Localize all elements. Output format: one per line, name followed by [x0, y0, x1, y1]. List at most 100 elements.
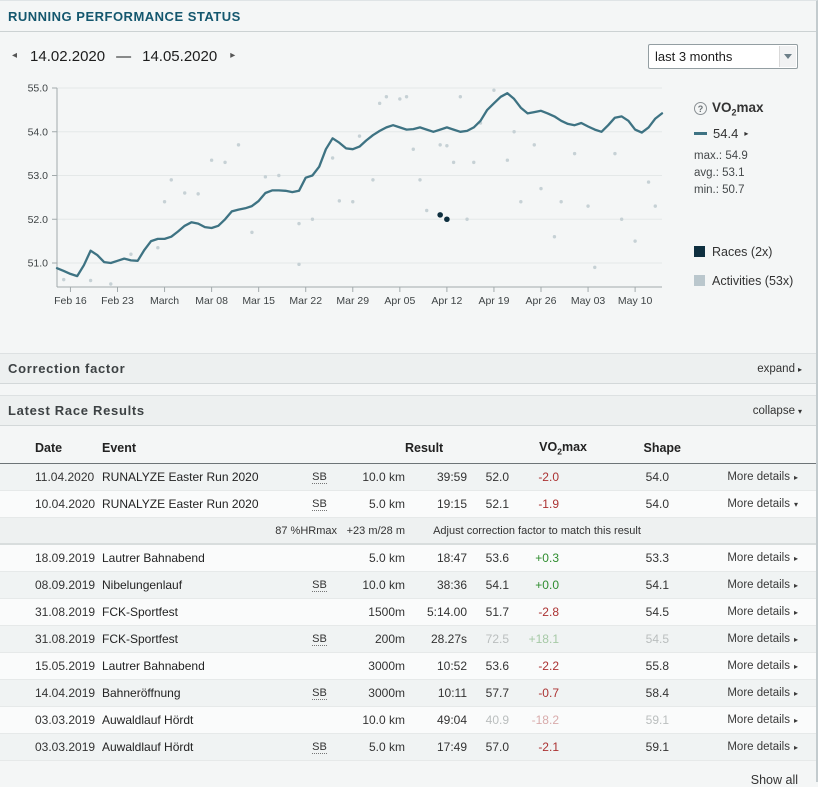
- more-details-button[interactable]: More details ▸: [727, 633, 798, 645]
- more-details-button[interactable]: More details ▸: [727, 714, 798, 726]
- race-shape: 55.8: [645, 659, 669, 673]
- next-range-arrow-icon[interactable]: ▸: [230, 50, 236, 61]
- svg-text:Apr 19: Apr 19: [478, 295, 509, 307]
- season-best-badge[interactable]: SB: [312, 470, 327, 484]
- time-range-select[interactable]: last 3 months: [648, 43, 798, 69]
- stat-min: min.: 50.7: [694, 183, 745, 196]
- race-results-section: Latest Race Results collapse ▾: [0, 395, 816, 426]
- show-all-link[interactable]: Show all: [750, 773, 798, 787]
- table-row[interactable]: 11.04.2020 RUNALYZE Easter Run 2020 SB 1…: [0, 464, 816, 491]
- table-row[interactable]: 18.09.2019 Lautrer Bahnabend 5.0 km 18:4…: [0, 545, 816, 572]
- svg-text:Apr 12: Apr 12: [431, 295, 462, 307]
- legend-activities-toggle[interactable]: Activities (53x): [694, 274, 814, 288]
- details-arrow-icon: ▸: [793, 473, 798, 482]
- table-row[interactable]: 08.09.2019 Nibelungenlauf SB 10.0 km 38:…: [0, 572, 816, 599]
- svg-text:March: March: [150, 295, 179, 307]
- details-arrow-icon: ▸: [793, 743, 798, 752]
- svg-text:Feb 23: Feb 23: [101, 295, 134, 307]
- svg-text:51.0: 51.0: [28, 258, 49, 270]
- race-event: Nibelungenlauf: [102, 578, 183, 592]
- more-details-button[interactable]: More details ▸: [727, 552, 798, 564]
- race-results-table: Date Event Result VO2max Shape 11.04.202…: [0, 433, 816, 787]
- details-arrow-icon: ▾: [793, 500, 798, 509]
- svg-text:May 10: May 10: [618, 295, 653, 307]
- activities-label: Activities (53x): [712, 273, 794, 288]
- race-result: 18:47: [436, 551, 467, 565]
- season-best-badge[interactable]: SB: [312, 686, 327, 700]
- race-event: Lautrer Bahnabend: [102, 659, 205, 673]
- more-details-button[interactable]: More details ▸: [727, 606, 798, 618]
- legend-current-value[interactable]: 54.4 ▸: [694, 126, 814, 141]
- season-best-badge[interactable]: SB: [312, 497, 327, 511]
- race-date: 08.09.2019: [35, 578, 96, 592]
- table-row[interactable]: 03.03.2019 Auwaldlauf Hördt 10.0 km 49:0…: [0, 707, 816, 734]
- race-date: 14.04.2019: [35, 686, 96, 700]
- race-vo2max: 52.1: [485, 497, 509, 511]
- activities-swatch-icon: [694, 275, 705, 287]
- svg-text:Apr 26: Apr 26: [526, 295, 557, 307]
- more-details-button[interactable]: More details ▾: [727, 498, 798, 510]
- more-details-button[interactable]: More details ▸: [727, 687, 798, 699]
- more-details-button[interactable]: More details ▸: [727, 660, 798, 672]
- table-header-row: Date Event Result VO2max Shape: [0, 433, 816, 464]
- race-vo2max-diff: -2.0: [538, 470, 559, 484]
- race-distance: 3000m: [368, 686, 405, 700]
- race-vo2max-diff: +0.3: [535, 551, 559, 565]
- race-shape: 54.1: [645, 578, 669, 592]
- more-details-button[interactable]: More details ▸: [727, 741, 798, 753]
- race-vo2max-diff: -0.7: [538, 686, 559, 700]
- race-result: 17:49: [436, 740, 467, 754]
- stat-max: max.: 54.9: [694, 149, 748, 162]
- range-end-date: 14.05.2020: [142, 47, 218, 65]
- race-distance: 5.0 km: [368, 551, 405, 565]
- race-event: RUNALYZE Easter Run 2020: [102, 470, 259, 484]
- header-shape: Shape: [643, 441, 681, 455]
- time-range-select-value: last 3 months: [655, 48, 733, 64]
- page-title: RUNNING PERFORMANCE STATUS: [8, 9, 241, 24]
- race-shape: 54.0: [645, 497, 669, 511]
- season-best-badge[interactable]: SB: [312, 632, 327, 646]
- adjust-correction-factor-link[interactable]: Adjust correction factor to match this r…: [433, 524, 641, 537]
- season-best-badge[interactable]: SB: [312, 740, 327, 754]
- expand-arrow-icon: ▸: [744, 128, 749, 138]
- table-row[interactable]: 14.04.2019 Bahneröffnung SB 3000m 10:11 …: [0, 680, 816, 707]
- details-arrow-icon: ▸: [793, 689, 798, 698]
- legend-races-toggle[interactable]: Races (2x): [694, 245, 814, 259]
- table-row[interactable]: 15.05.2019 Lautrer Bahnabend 3000m 10:52…: [0, 653, 816, 680]
- svg-text:May 03: May 03: [571, 295, 606, 307]
- race-date: 11.04.2020: [35, 470, 95, 484]
- race-date: 31.08.2019: [35, 605, 96, 619]
- more-details-button[interactable]: More details ▸: [727, 471, 798, 483]
- details-arrow-icon: ▸: [793, 635, 798, 644]
- collapse-button[interactable]: collapse ▾: [752, 404, 802, 417]
- vo2max-chart[interactable]: 51.0 52.0 53.0 54.0 55.0 Feb 16 Feb 23 March Mar…: [0, 80, 672, 316]
- race-shape: 59.1: [645, 740, 669, 754]
- expand-button[interactable]: expand ▸: [757, 362, 802, 375]
- race-detail-row: 87 %HRmax +23 m/28 m Adjust correction f…: [0, 518, 816, 545]
- table-row[interactable]: 10.04.2020 RUNALYZE Easter Run 2020 SB 5…: [0, 491, 816, 518]
- race-results-title: Latest Race Results: [8, 403, 145, 418]
- race-event: Auwaldlauf Hördt: [102, 713, 194, 727]
- table-row[interactable]: 03.03.2019 Auwaldlauf Hördt SB 5.0 km 17…: [0, 734, 816, 761]
- more-details-button[interactable]: More details ▸: [727, 579, 798, 591]
- race-result: 49:04: [436, 713, 467, 727]
- race-result: 28.27s: [430, 632, 467, 646]
- race-result: 19:15: [436, 497, 467, 511]
- race-vo2max: 72.5: [485, 632, 509, 646]
- race-vo2max-diff: -18.2: [531, 713, 559, 727]
- race-detail-elevation: +23 m/28 m: [346, 524, 405, 537]
- table-row[interactable]: 31.08.2019 FCK-Sportfest 1500m 5:14.00 5…: [0, 599, 816, 626]
- race-date: 15.05.2019: [35, 659, 96, 673]
- race-vo2max: 57.7: [485, 686, 509, 700]
- details-arrow-icon: ▸: [793, 716, 798, 725]
- stat-avg: avg.: 53.1: [694, 166, 745, 179]
- race-vo2max: 40.9: [485, 713, 509, 727]
- svg-text:Mar 22: Mar 22: [289, 295, 322, 307]
- season-best-badge[interactable]: SB: [312, 578, 327, 592]
- help-icon[interactable]: ?: [694, 102, 707, 116]
- race-event: Lautrer Bahnabend: [102, 551, 205, 565]
- prev-range-arrow-icon[interactable]: ◂: [12, 50, 18, 61]
- table-row[interactable]: 31.08.2019 FCK-Sportfest SB 200m 28.27s …: [0, 626, 816, 653]
- select-dropdown-button[interactable]: [779, 45, 796, 67]
